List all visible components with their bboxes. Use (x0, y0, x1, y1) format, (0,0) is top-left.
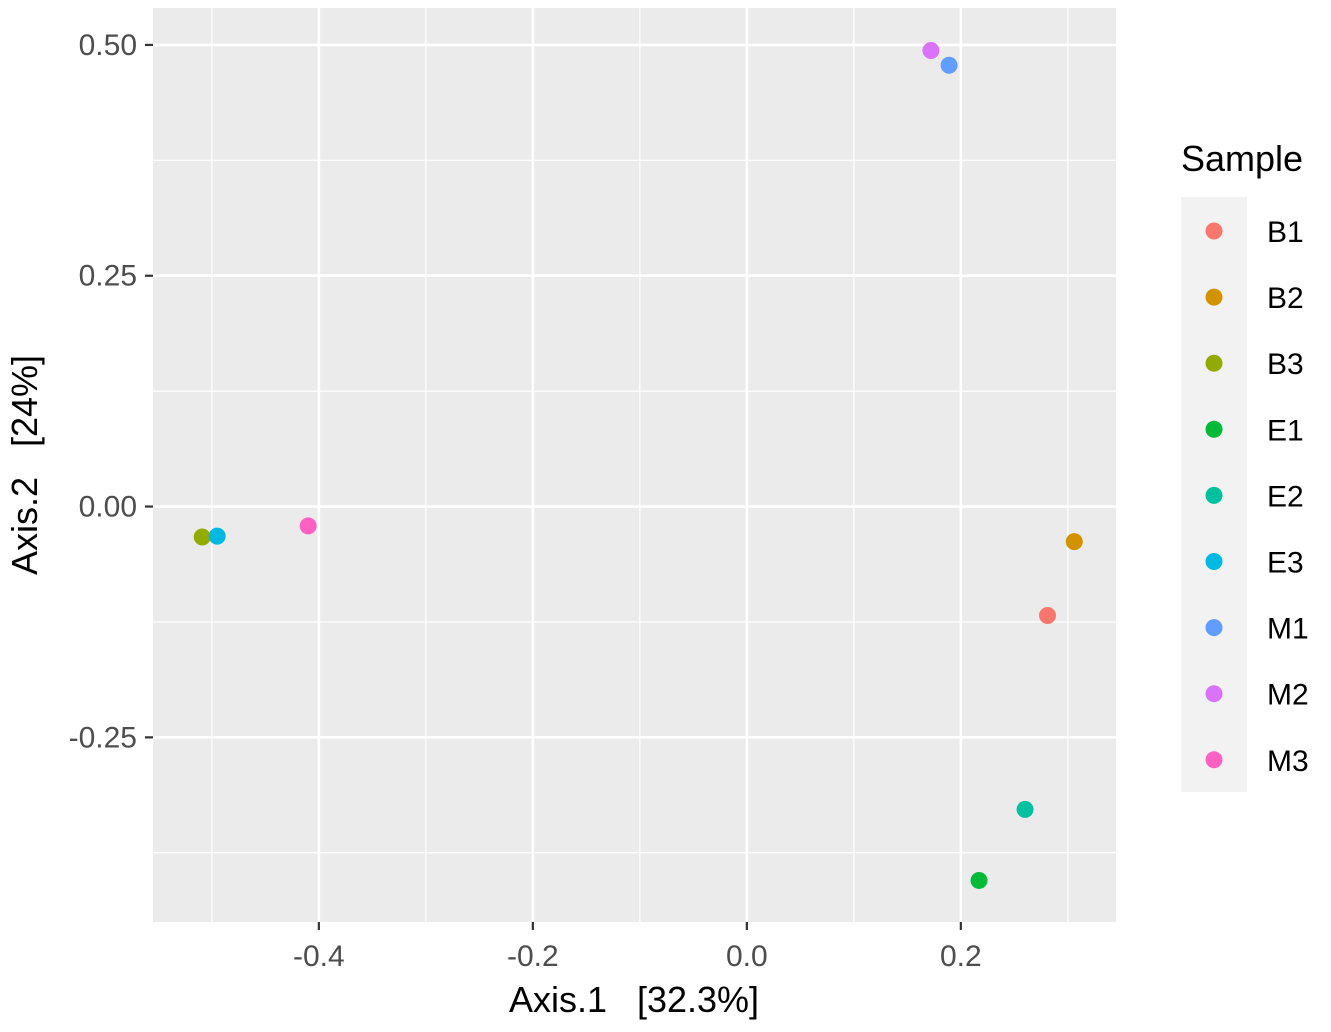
y-axis: 0.50 0.25 0.00 -0.25 (69, 29, 153, 754)
x-tick-label: 0.0 (726, 940, 768, 973)
legend-key-m3 (1205, 751, 1223, 769)
y-tick-label: 0.50 (79, 29, 137, 62)
legend-key-m2 (1205, 685, 1223, 703)
legend-key-e3 (1205, 553, 1223, 570)
x-tick-label: -0.4 (293, 940, 345, 973)
legend-label-e1: E1 (1267, 414, 1304, 447)
y-tick-label: -0.25 (69, 721, 137, 754)
data-point-m3 (299, 517, 317, 535)
data-point-b1 (1039, 606, 1057, 624)
legend-key-e1 (1205, 420, 1223, 438)
legend-title: Sample (1181, 138, 1303, 179)
y-tick-label: 0.25 (79, 260, 137, 293)
legend-label-e3: E3 (1267, 547, 1304, 580)
data-point-m2 (922, 41, 940, 59)
x-tick-label: 0.2 (940, 940, 982, 973)
y-tick-label: 0.00 (79, 491, 137, 524)
data-point-e2 (1016, 800, 1034, 818)
legend-label-b2: B2 (1267, 282, 1304, 315)
legend-key-b2 (1205, 288, 1223, 306)
legend-key-e2 (1205, 486, 1223, 504)
x-axis-title: Axis.1 [32.3%] (509, 979, 759, 1020)
x-tick-label: -0.2 (507, 940, 559, 973)
major-gridlines (153, 8, 1116, 922)
legend-label-m2: M2 (1267, 679, 1309, 712)
data-point-e3 (208, 527, 226, 545)
legend-label-b1: B1 (1267, 216, 1304, 249)
legend: Sample B1 B2 B3 E1 E2 E3 M1 M2 M3 (1181, 138, 1309, 792)
legend-label-b3: B3 (1267, 348, 1304, 381)
data-points (193, 41, 1083, 889)
minor-gridlines (153, 8, 1116, 922)
legend-label-m3: M3 (1267, 745, 1309, 778)
legend-label-m1: M1 (1267, 613, 1309, 646)
legend-label-e2: E2 (1267, 480, 1304, 513)
data-point-e1 (970, 871, 988, 889)
x-axis: -0.4 -0.2 0.0 0.2 (293, 922, 982, 973)
legend-items: B1 B2 B3 E1 E2 E3 M1 M2 M3 (1205, 216, 1309, 778)
y-axis-title: Axis.2 [24%] (4, 355, 45, 575)
panel-background (153, 8, 1116, 922)
data-point-b2 (1065, 533, 1083, 551)
legend-key-b3 (1205, 354, 1223, 372)
data-point-m1 (940, 56, 958, 74)
data-point-b3 (193, 528, 211, 546)
legend-key-m1 (1205, 619, 1223, 637)
legend-key-b1 (1205, 222, 1223, 240)
